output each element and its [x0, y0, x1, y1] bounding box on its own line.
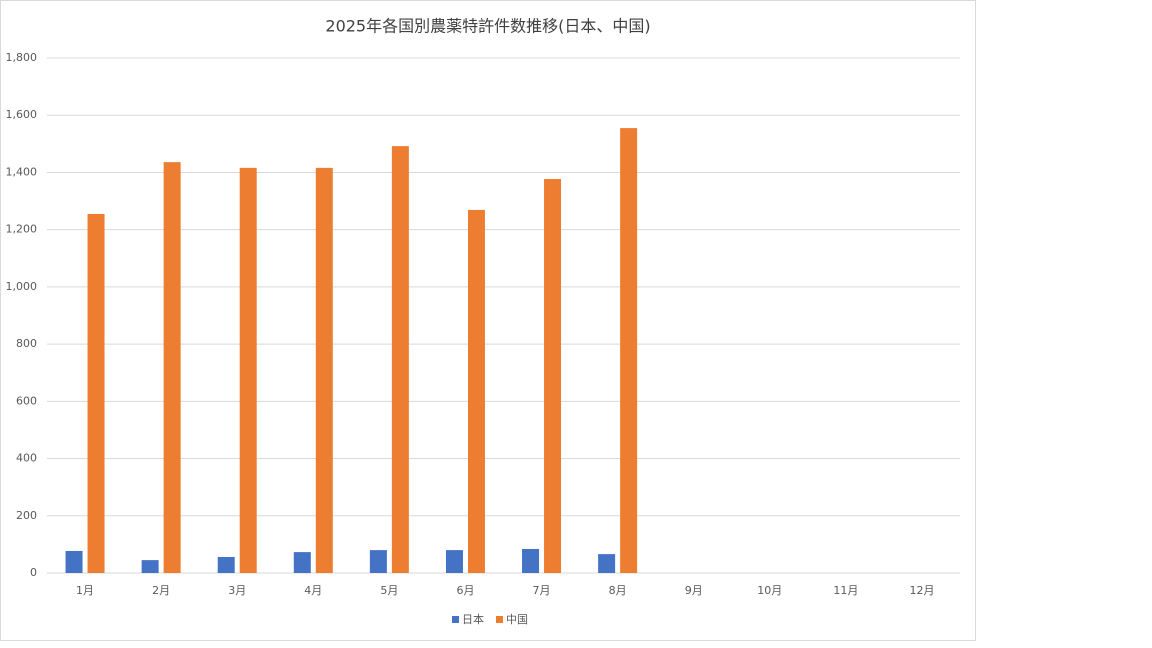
bar — [217, 556, 235, 573]
x-tick-label: 7月 — [533, 584, 551, 597]
bar — [391, 146, 409, 573]
bar — [467, 209, 485, 574]
y-tick-label: 1,200 — [6, 223, 38, 236]
x-tick-label: 9月 — [685, 584, 703, 597]
legend-swatch — [496, 616, 503, 623]
x-tick-label: 11月 — [833, 584, 858, 597]
bar — [87, 213, 105, 574]
y-tick-label: 0 — [30, 566, 37, 579]
y-tick-label: 200 — [16, 509, 37, 522]
x-tick-label: 10月 — [757, 584, 782, 597]
bar — [445, 550, 463, 573]
legend-label: 中国 — [506, 613, 528, 626]
bar — [522, 548, 540, 573]
legend-swatch — [452, 616, 459, 623]
x-tick-label: 12月 — [909, 584, 934, 597]
x-tick-label: 4月 — [304, 584, 322, 597]
bar — [163, 162, 181, 573]
bar — [293, 552, 311, 573]
y-tick-label: 1,000 — [6, 280, 38, 293]
legend-label: 日本 — [462, 612, 484, 626]
bar — [544, 179, 562, 573]
x-tick-label: 6月 — [456, 584, 474, 597]
y-tick-label: 600 — [16, 394, 37, 407]
chart-frame — [0, 0, 976, 641]
bar — [369, 550, 387, 573]
x-tick-label: 5月 — [380, 584, 398, 597]
y-tick-label: 400 — [16, 452, 37, 465]
y-tick-label: 1,800 — [6, 51, 38, 64]
bar — [620, 128, 638, 573]
bar — [315, 167, 333, 573]
x-tick-label: 8月 — [609, 584, 627, 597]
y-tick-label: 800 — [16, 337, 37, 350]
bar — [598, 554, 616, 573]
x-tick-label: 3月 — [228, 584, 246, 597]
x-tick-label: 1月 — [76, 584, 94, 597]
y-tick-label: 1,400 — [6, 165, 38, 178]
bar — [239, 167, 257, 573]
y-tick-label: 1,600 — [6, 108, 38, 121]
x-tick-label: 2月 — [152, 584, 170, 597]
bar — [65, 550, 83, 573]
bar — [141, 560, 159, 573]
chart-title: 2025年各国別農薬特許件数推移(日本、中国) — [325, 17, 650, 36]
